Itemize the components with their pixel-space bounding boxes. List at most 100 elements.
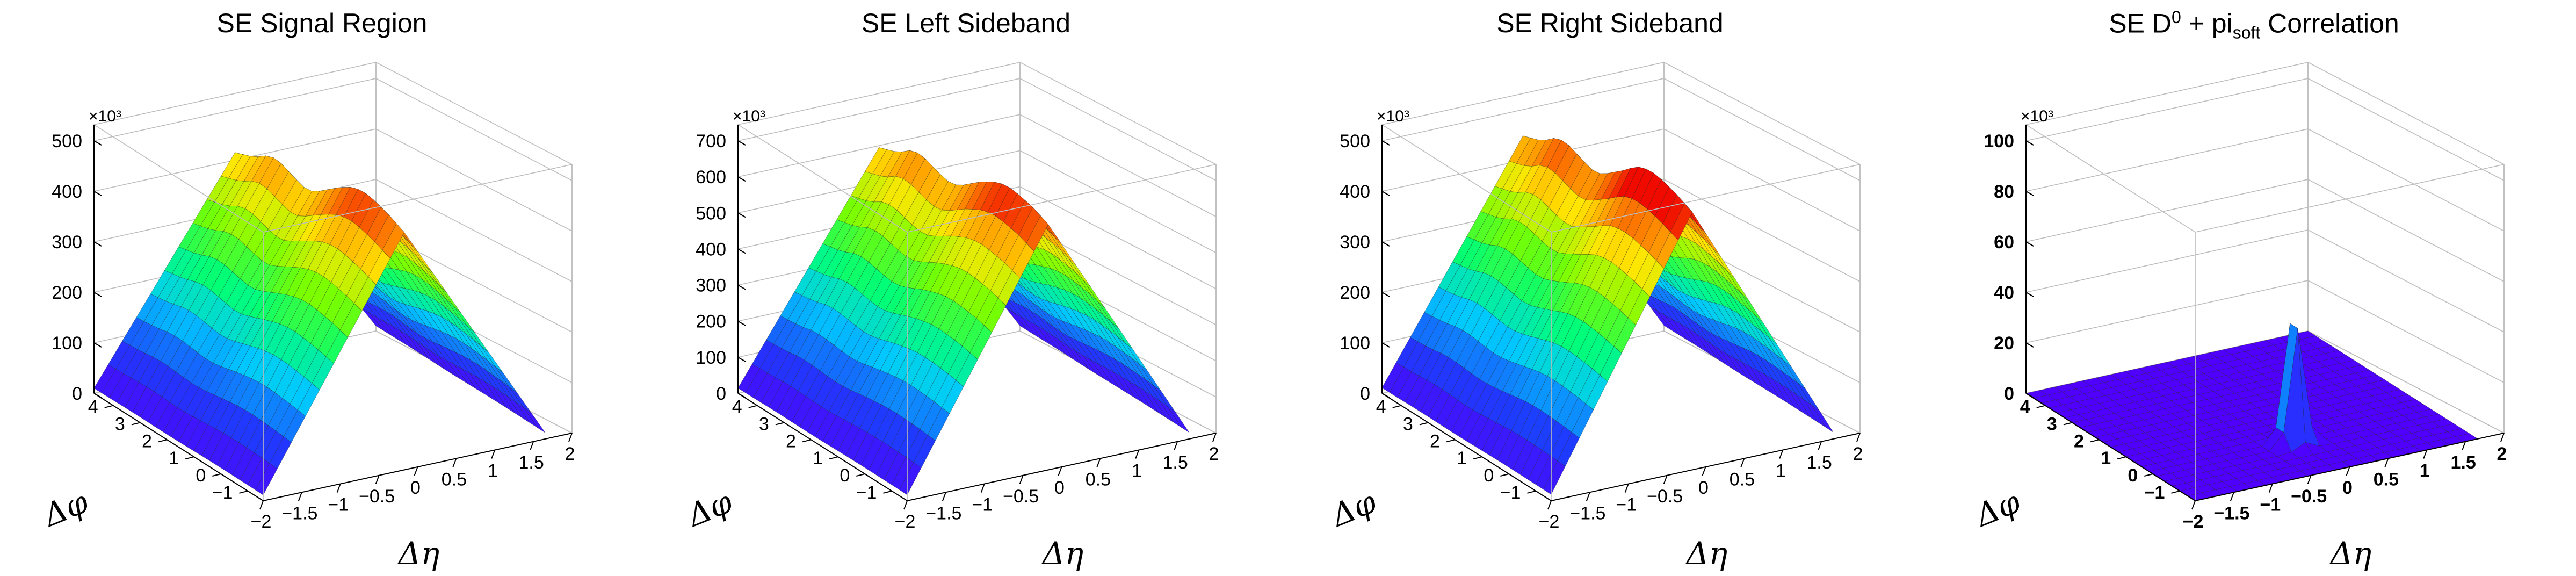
surface-cell (255, 463, 278, 495)
x-tick-label: 0 (1054, 478, 1065, 498)
y-tick-label: 3 (1403, 414, 1413, 435)
x-tick-label: 0.5 (1730, 469, 1755, 489)
y-tick-label: 1 (2101, 448, 2111, 469)
z-multiplier: ×10³ (733, 107, 765, 125)
x-axis-title: Δη (1041, 535, 1084, 572)
z-tick-label: 20 (1994, 333, 2014, 354)
z-tick (1381, 241, 1390, 247)
edge (2025, 124, 2196, 233)
z-tick-label: 200 (1340, 283, 1370, 303)
x-tick (1779, 450, 1784, 459)
panel-se-signal-region: SE Signal Region 0 100 200 300 400 500 ×10³ −2−… (0, 0, 644, 576)
z-tick (2025, 393, 2034, 398)
y-axis-line (2025, 393, 2196, 501)
y-tick (1392, 405, 1401, 408)
z-gridline (93, 128, 573, 232)
z-tick (1381, 292, 1390, 297)
z-gridline (2025, 78, 2505, 181)
y-tick (1500, 473, 1509, 477)
surface (737, 147, 1190, 495)
edge (2195, 164, 2505, 233)
x-tick (1856, 433, 1861, 442)
z-tick-label: 100 (52, 333, 82, 354)
z-tick (737, 356, 746, 362)
y-axis-title: Δφ (682, 483, 737, 534)
x-tick (2268, 484, 2273, 493)
x-tick (1586, 492, 1590, 501)
z-gridline (2025, 229, 2505, 333)
x-tick (2307, 475, 2312, 485)
x-tick (375, 475, 380, 485)
z-tick-label: 500 (52, 131, 82, 152)
x-tick-label: 0 (1698, 478, 1709, 498)
y-tick-label: 0 (2128, 465, 2138, 486)
y-tick (131, 422, 141, 426)
z-tick (93, 393, 102, 398)
x-tick (1663, 475, 1668, 485)
y-tick-label: −1 (2144, 483, 2165, 503)
z-tick (2025, 140, 2034, 146)
x-tick-label: −2 (2183, 512, 2204, 532)
x-tick-label: −1 (1616, 495, 1637, 515)
y-tick-label: 2 (142, 431, 152, 451)
box-edges (1381, 124, 1861, 501)
x-tick (491, 450, 496, 459)
x-tick (1174, 441, 1178, 451)
y-tick (775, 422, 785, 426)
z-tick (2025, 342, 2034, 348)
z-tick-label: 0 (716, 384, 726, 404)
z-tick-label: 200 (52, 283, 82, 303)
title-sup: 0 (2171, 8, 2181, 27)
y-tick (239, 490, 248, 494)
z-tick (737, 284, 746, 290)
z-tick (93, 292, 102, 297)
x-tick (452, 458, 457, 467)
x-tick-label: −0.5 (1003, 486, 1039, 507)
x-tick-label: −1.5 (1569, 503, 1605, 523)
title-part: Correlation (2260, 8, 2399, 39)
y-tick-label: 2 (786, 431, 796, 451)
z-tick-label: 300 (52, 232, 82, 253)
y-tick (1473, 456, 1482, 460)
x-tick (2423, 450, 2428, 459)
z-tick-label: 500 (1340, 131, 1370, 152)
y-tick-label: 3 (2047, 414, 2057, 435)
z-tick (93, 140, 102, 146)
z-tick (1381, 191, 1390, 196)
x-tick (2346, 466, 2350, 476)
z-tick-label: 80 (1994, 182, 2014, 202)
y-tick (2090, 439, 2100, 443)
surface-plot: 0 100 200 300 400 500 ×10³ −2 −1.5 −1 −0.5 0 0.5 1 1.5… (1326, 61, 1863, 572)
y-axis-title: Δφ (1970, 483, 2025, 534)
y-tick (883, 490, 892, 494)
z-tick-label: 500 (696, 203, 726, 224)
x-tick-label: −2 (251, 512, 272, 532)
x-tick-label: −1 (972, 495, 993, 515)
y-tick (2036, 405, 2045, 408)
title-part: SE D (2109, 8, 2172, 39)
z-tick (93, 241, 102, 247)
x-tick (2462, 441, 2466, 451)
z-tick-label: 300 (1340, 232, 1370, 253)
edge (907, 164, 1217, 233)
x-tick (1058, 466, 1062, 476)
surface-cell (1543, 460, 1566, 495)
edge (93, 124, 264, 233)
x-axis-title: Δη (1685, 535, 1728, 572)
z-multiplier: ×10³ (89, 107, 121, 125)
box-edges (737, 124, 1217, 501)
y-tick (1446, 439, 1456, 443)
surface-cell (899, 462, 922, 495)
x-tick-label: −1.5 (2213, 503, 2249, 523)
y-tick-label: 0 (840, 465, 850, 486)
x-axis-title: Δη (2329, 535, 2372, 572)
y-tick-label: −1 (856, 483, 877, 503)
z-tick (737, 176, 746, 182)
y-tick (212, 473, 221, 477)
box-edges (93, 124, 573, 501)
y-tick-label: −1 (1500, 483, 1521, 503)
panel-title: SE Right Sideband (1496, 8, 1724, 38)
z-tick-label: 40 (1994, 283, 2014, 303)
